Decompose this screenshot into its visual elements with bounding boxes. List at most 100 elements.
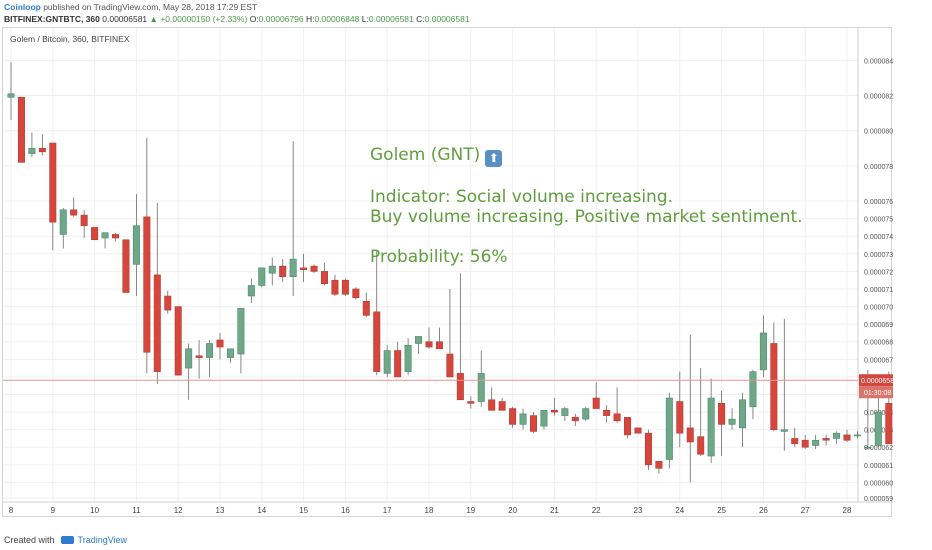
x-tick-label: 16 — [341, 506, 350, 515]
last-price-tag — [859, 374, 893, 387]
x-tick-label: 26 — [759, 506, 768, 515]
candle-body — [613, 413, 621, 422]
candle-body — [226, 348, 234, 358]
candle-body — [550, 410, 558, 413]
y-tick-label: 0.00006700 — [864, 357, 893, 364]
countdown-label: 01:30:08 — [864, 390, 891, 397]
candle-body — [488, 399, 496, 411]
candle-body — [206, 343, 214, 358]
candle-body — [644, 432, 652, 466]
candle-body — [195, 355, 203, 358]
candle-body — [467, 401, 475, 404]
candle-body — [394, 350, 402, 378]
candle-body — [770, 343, 778, 430]
y-tick-label: 0.00007300 — [864, 252, 893, 259]
y-tick-label: 0.00006000 — [864, 480, 893, 487]
candle-body — [415, 336, 423, 344]
x-tick-label: 15 — [299, 506, 308, 515]
candle-body — [289, 258, 297, 277]
candle-body — [676, 401, 684, 434]
y-tick-label: 0.00007400 — [864, 234, 893, 241]
y-tick-label: 0.00006200 — [864, 445, 893, 452]
x-tick-label: 19 — [466, 506, 475, 515]
candle-body — [686, 427, 694, 443]
candlestick-chart[interactable]: 0.00005910 0.00006000 0.00006100 0.00006200… — [3, 28, 893, 518]
candle-body — [300, 267, 308, 270]
y-tick-label: 0.00008400 — [864, 58, 893, 65]
y-tick-label: 0.00006900 — [864, 322, 893, 329]
candle-body — [853, 434, 861, 437]
candle-body — [435, 341, 443, 350]
x-tick-label: 18 — [425, 506, 434, 515]
tradingview-logo-icon — [60, 536, 74, 544]
candle-body — [864, 446, 872, 449]
change-up-icon: ▲ — [149, 14, 158, 24]
x-tick-label: 11 — [132, 506, 141, 515]
y-tick-label: 0.00006100 — [864, 463, 893, 470]
y-tick-label: 0.00007800 — [864, 164, 893, 171]
candle-body — [456, 373, 464, 401]
x-tick-label: 10 — [90, 506, 99, 515]
candle-body — [404, 344, 412, 372]
y-tick-label: 0.00007600 — [864, 199, 893, 206]
open-label: O: — [249, 14, 259, 24]
candle-body — [28, 148, 36, 154]
candle-body — [7, 93, 15, 98]
candle-body — [373, 311, 381, 372]
y-tick-label: 0.00008200 — [864, 94, 893, 101]
candle-body — [38, 148, 46, 153]
annotation-line-3: Probability: 56% — [370, 247, 508, 267]
annotation-line-2: Buy volume increasing. Positive market s… — [370, 207, 803, 227]
candle-body — [174, 306, 182, 376]
x-tick-label: 22 — [592, 506, 601, 515]
candle-body — [310, 265, 318, 272]
candle-body — [70, 209, 78, 216]
candle-body — [132, 225, 140, 265]
y-tick-label: 0.00005910 — [864, 496, 893, 503]
countdown-tag — [859, 386, 893, 399]
x-tick-label: 25 — [717, 506, 726, 515]
chart-area[interactable]: 0.00005910 0.00006000 0.00006100 0.00006200… — [2, 27, 893, 518]
low-label: L: — [361, 14, 369, 24]
candle-body — [603, 410, 611, 416]
open-value: 0.00006796 — [258, 14, 304, 24]
candle-body — [738, 399, 746, 429]
candle-body — [498, 401, 506, 411]
candle-body — [529, 415, 537, 432]
candle-body — [446, 353, 454, 378]
annotation-line-1: Indicator: Social volume increasing. — [370, 187, 674, 207]
candle-body — [425, 341, 433, 348]
candle-body — [216, 339, 224, 348]
candle-body — [791, 438, 799, 445]
tradingview-link[interactable]: TradingView — [77, 535, 128, 545]
candle-body — [655, 461, 663, 469]
y-tick-label: 0.00007200 — [864, 269, 893, 276]
candle-body — [519, 413, 527, 425]
candle-body — [49, 142, 57, 223]
y-tick-label: 0.00007500 — [864, 217, 893, 224]
candle-body — [268, 265, 276, 274]
x-tick-label: 20 — [508, 506, 517, 515]
x-tick-label: 28 — [843, 506, 852, 515]
publish-text: published on TradingView.com, May 28, 20… — [40, 2, 258, 12]
candle-body — [477, 373, 485, 402]
annotation-text-box[interactable]: Golem (GNT) ⬆ Indicator: Social volume in… — [370, 145, 803, 267]
candle-body — [571, 417, 579, 422]
candle-body — [258, 267, 266, 286]
candle-body — [624, 417, 632, 436]
candle-body — [153, 274, 161, 372]
candle-body — [185, 348, 193, 369]
y-tick-label: 0.00007000 — [864, 305, 893, 312]
last-price-label: 0.00006581 — [861, 378, 893, 385]
candle-body — [59, 209, 67, 235]
low-value: 0.00006581 — [368, 14, 414, 24]
candle-body — [17, 97, 25, 163]
candle-body — [279, 265, 287, 277]
x-tick-label: 17 — [383, 506, 392, 515]
candle-body — [331, 279, 339, 295]
high-label: H: — [305, 14, 315, 24]
x-tick-label: 14 — [257, 506, 266, 515]
up-arrow-icon: ⬆ — [485, 150, 503, 167]
author-link[interactable]: Coinloop — [4, 2, 41, 12]
y-tick-label: 0.00008000 — [864, 129, 893, 136]
